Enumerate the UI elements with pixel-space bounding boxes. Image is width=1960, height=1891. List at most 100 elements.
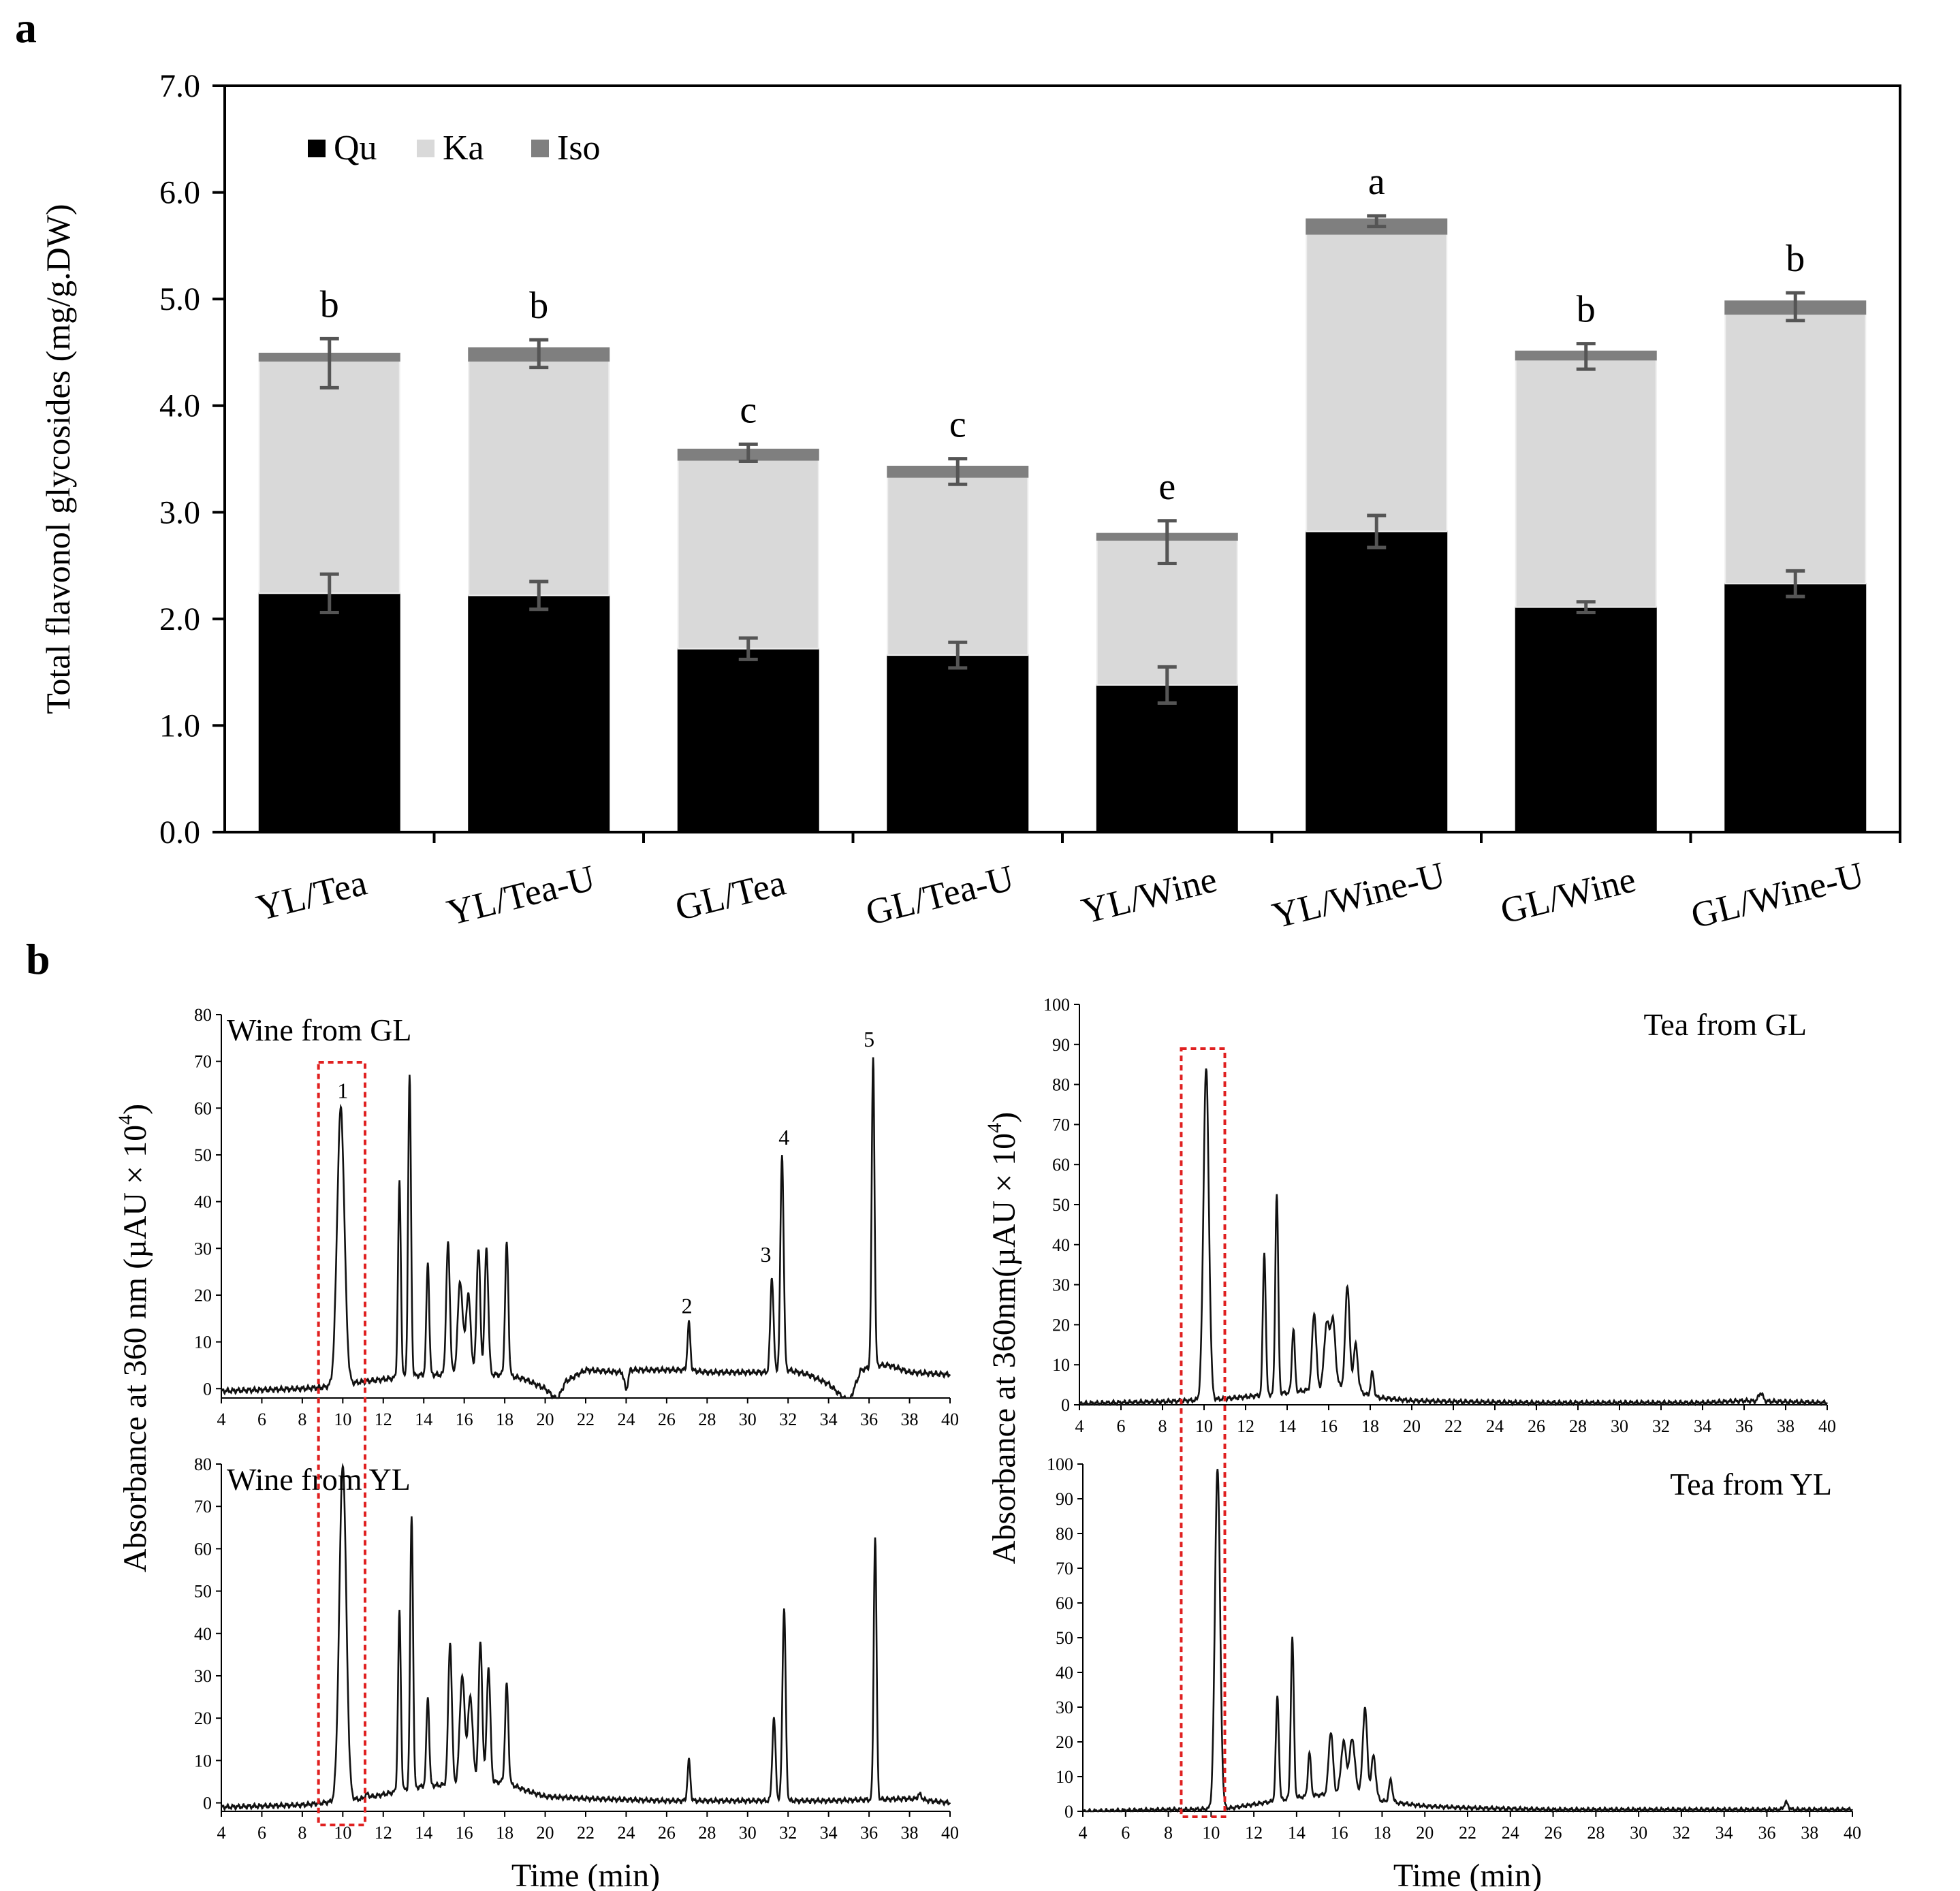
bar-segment-ka xyxy=(887,476,1029,656)
error-bars xyxy=(319,214,1805,705)
significance-letter: b xyxy=(320,283,339,325)
chromatogram-title: Tea from YL xyxy=(1670,1467,1832,1501)
x-tick-label: GL/Wine-U xyxy=(1687,854,1868,936)
y-tick-label: 40 xyxy=(194,1192,212,1212)
legend-label-qu: Qu xyxy=(334,129,377,168)
x-tick-label: 26 xyxy=(1545,1823,1562,1843)
chromatogram-tea-gl: 0 10 20 30 40 50 60 70 80 90 100 4 6 8 10 12 14 16 18 20 22 2… xyxy=(1043,995,1836,1436)
x-tick-label: 6 xyxy=(257,1823,266,1843)
x-tick-label: 4 xyxy=(1075,1416,1084,1436)
x-tick-label: 34 xyxy=(1716,1823,1733,1843)
significance-letter: e xyxy=(1158,466,1175,508)
y-tick-label: 40 xyxy=(194,1624,212,1644)
absorbance-label-left: Absorbance at 360 nm (µAU × 104) xyxy=(114,1104,153,1572)
x-tick-label: 22 xyxy=(1459,1823,1476,1843)
bar-segment-ka xyxy=(1724,313,1867,585)
x-tick-label: YL/Wine xyxy=(1077,859,1220,932)
x-tick-label: YL/Wine-U xyxy=(1268,854,1449,936)
y-tick-label: 80 xyxy=(1056,1524,1073,1544)
bar-segment-ka xyxy=(258,360,400,594)
chromatogram-trace xyxy=(1082,1469,1854,1813)
legend-label-iso: Iso xyxy=(557,129,601,168)
x-tick-label: 14 xyxy=(415,1410,432,1429)
x-tick-label: 14 xyxy=(1278,1416,1296,1436)
x-axis-label: Time (min) xyxy=(1393,1858,1542,1891)
x-tick-label: YL/Tea xyxy=(253,862,371,929)
bar-segment-qu xyxy=(677,648,819,833)
y-tick-label: 80 xyxy=(194,1455,212,1474)
absorbance-label-left-text: Absorbance at 360 nm (µAU × 10 xyxy=(117,1125,153,1572)
x-tick-label: 16 xyxy=(456,1410,473,1429)
x-tick-label: 14 xyxy=(415,1823,432,1843)
significance-letter: b xyxy=(1577,289,1596,331)
y-tick-label: 3.0 xyxy=(159,494,200,530)
legend-label-ka: Ka xyxy=(443,129,484,168)
x-tick-label: 4 xyxy=(217,1410,226,1429)
y-tick-label: 50 xyxy=(194,1582,212,1602)
y-tick-label: 70 xyxy=(1052,1115,1070,1134)
x-tick-label: 28 xyxy=(1569,1416,1587,1436)
y-tick-label: 50 xyxy=(1052,1195,1070,1215)
y-tick-label: 100 xyxy=(1047,1455,1073,1474)
y-tick-label: 60 xyxy=(194,1098,212,1118)
highlight-box-left xyxy=(317,1061,367,1826)
y-tick-label: 70 xyxy=(194,1497,212,1516)
y-tick-label: 0 xyxy=(203,1379,212,1399)
significance-letter: c xyxy=(740,389,757,431)
x-tick-label: YL/Tea-U xyxy=(443,857,599,934)
y-tick-label: 0 xyxy=(203,1794,212,1813)
peak-label: 1 xyxy=(337,1078,348,1102)
x-tick-label: 22 xyxy=(577,1410,595,1429)
x-tick-label: 30 xyxy=(739,1823,757,1843)
chromatogram-title: Wine from GL xyxy=(227,1013,412,1047)
bar-segment-ka xyxy=(468,360,610,597)
x-tick-label: 4 xyxy=(1079,1823,1088,1843)
y-tick-label: 10 xyxy=(194,1751,212,1770)
x-tick-label: 20 xyxy=(537,1823,554,1843)
y-tick-label: 80 xyxy=(194,1005,212,1025)
x-tick-label: 24 xyxy=(1502,1823,1519,1843)
chromatogram-tea-yl: 0 10 20 30 40 50 60 70 80 90 100 4 6 8 10 12 14 16 18 20 22 2… xyxy=(1047,1455,1861,1891)
y-tick-label: 70 xyxy=(1056,1559,1073,1578)
x-tick-label: 26 xyxy=(658,1410,676,1429)
y-tick-label: 80 xyxy=(1052,1075,1070,1095)
x-tick-label: 10 xyxy=(334,1410,351,1429)
bar-segment-qu xyxy=(468,594,610,833)
y-tick-label: 0 xyxy=(1061,1395,1070,1415)
y-tick-label: 90 xyxy=(1056,1489,1073,1509)
y-tick-label: 20 xyxy=(1052,1315,1070,1335)
x-tick-label: 6 xyxy=(257,1410,266,1429)
x-tick-label: 40 xyxy=(1818,1416,1836,1436)
bar-segment-qu xyxy=(1306,530,1448,833)
x-tick-label: 16 xyxy=(1320,1416,1338,1436)
x-tick-label: 38 xyxy=(901,1410,919,1429)
y-tick-label: 20 xyxy=(194,1286,212,1305)
x-tick-label: 16 xyxy=(456,1823,473,1843)
y-tick-label: 10 xyxy=(1056,1767,1073,1787)
y-tick-label: 90 xyxy=(1052,1035,1070,1055)
x-tick-label: 32 xyxy=(779,1410,797,1429)
y-tick-label: 10 xyxy=(1052,1355,1070,1375)
y-tick-label: 100 xyxy=(1043,995,1070,1015)
x-tick-label: 34 xyxy=(1694,1416,1711,1436)
x-tick-label: 18 xyxy=(496,1410,513,1429)
significance-letter: b xyxy=(1786,238,1805,280)
y-tick-label: 60 xyxy=(1056,1593,1073,1613)
x-axis-labels: YL/Tea YL/Tea-U GL/Tea GL/Tea-U YL/Wine YL/Wi… xyxy=(253,832,1901,936)
x-tick-label: 18 xyxy=(1361,1416,1379,1436)
x-tick-label: 30 xyxy=(739,1410,757,1429)
x-tick-label: 12 xyxy=(1237,1416,1254,1436)
y-axis-label: Total flavonol glycosides (mg/g.DW) xyxy=(39,204,77,714)
bar-segment-qu xyxy=(1515,606,1657,833)
x-tick-label: 38 xyxy=(901,1823,919,1843)
x-tick-label: GL/Tea xyxy=(671,862,790,929)
x-tick-label: 12 xyxy=(375,1823,392,1843)
y-tick-label: 7.0 xyxy=(159,68,200,104)
y-tick-label: 50 xyxy=(1056,1628,1073,1648)
x-tick-label: GL/Tea-U xyxy=(862,857,1017,934)
x-tick-label: 40 xyxy=(941,1410,959,1429)
stacked-bar-chart: 0.0 1.0 2.0 3.0 4.0 5.0 6.0 7.0 b b c c e a b b YL/Tea… xyxy=(39,68,1901,936)
x-tick-label: 18 xyxy=(496,1823,513,1843)
peak-label: 4 xyxy=(778,1125,789,1149)
x-tick-label: 34 xyxy=(820,1823,838,1843)
